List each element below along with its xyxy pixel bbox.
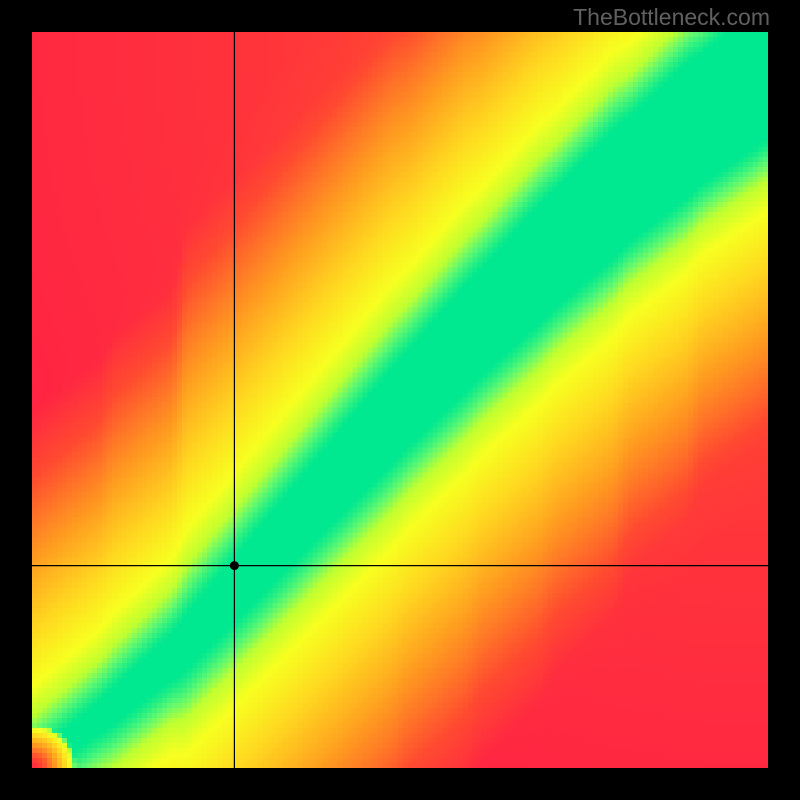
watermark-text: TheBottleneck.com [573, 4, 770, 31]
chart-container: TheBottleneck.com [0, 0, 800, 800]
bottleneck-heatmap [32, 32, 768, 768]
